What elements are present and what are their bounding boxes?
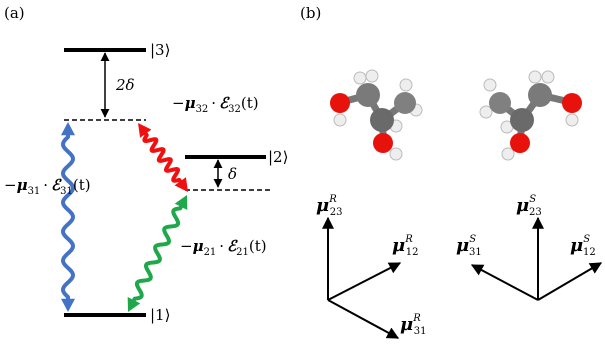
panel-label: (a) [4,4,25,22]
molecule-r [330,70,422,160]
ket: |2⟩ [268,148,288,166]
coupling-wave [61,122,75,135]
panel-label: (b) [300,4,321,22]
coupling-wave [63,133,73,301]
couplings [61,122,188,312]
coupling-wave [144,132,181,183]
molecule-s [480,71,582,160]
coupling-label: −μ31·ℰ31(t) [4,176,91,197]
splitting: 2δ [115,76,135,94]
splitting: δ [228,165,237,183]
coupling-label: −μ21·ℰ21(t) [180,237,267,258]
figure: (a) (b) |3⟩ |2⟩ |1⟩ 2δ δ −μ32·ℰ32(t) −μ3… [0,0,605,352]
ket: |3⟩ [150,41,170,59]
coupling-wave [133,205,182,302]
coupling-label: −μ32·ℰ32(t) [172,94,259,115]
ket: |1⟩ [150,306,170,324]
coupling-wave [61,299,75,312]
